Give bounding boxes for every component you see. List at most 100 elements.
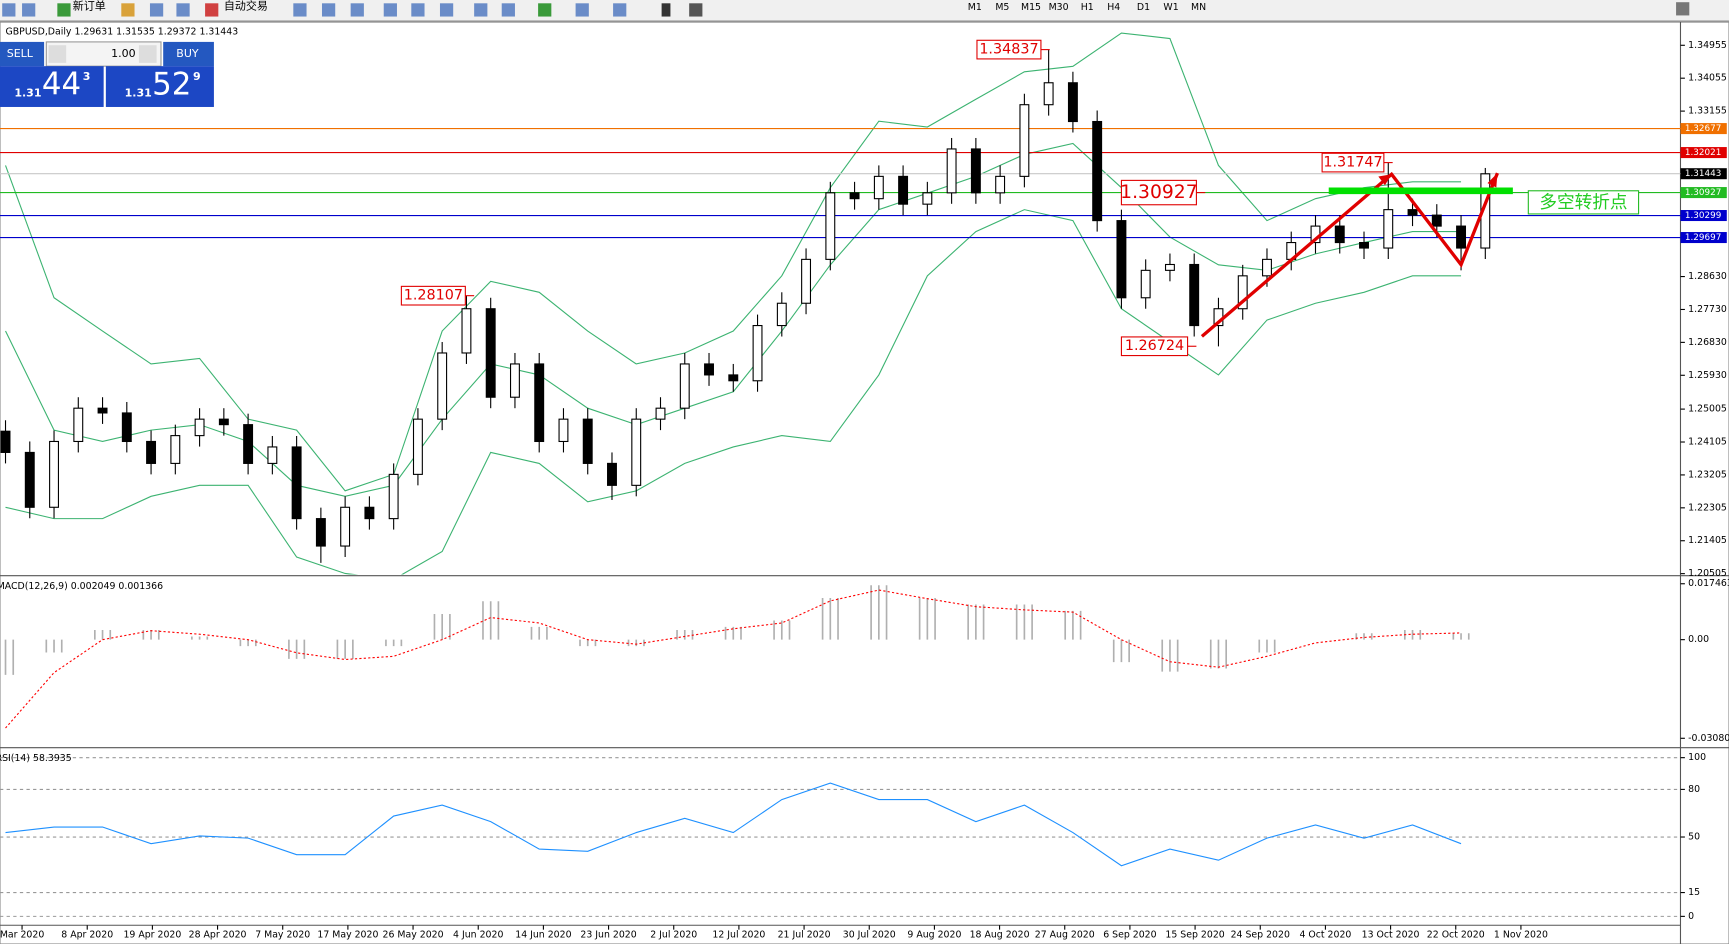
x-tick-label: 22 Oct 2020 bbox=[1427, 930, 1485, 941]
candle-body bbox=[1092, 120, 1103, 222]
y-tick-label: 100 bbox=[1688, 752, 1706, 763]
candle-body bbox=[1237, 275, 1248, 310]
x-tick-label: 13 Oct 2020 bbox=[1362, 930, 1420, 941]
y-tick-label: 0.017463 bbox=[1688, 578, 1729, 589]
candle-body bbox=[1262, 258, 1272, 277]
price-level-label: 1.30299 bbox=[1685, 211, 1721, 221]
y-tick-label: -0.030803 bbox=[1688, 733, 1729, 744]
x-tick-label: 17 May 2020 bbox=[317, 930, 378, 941]
candle-body bbox=[243, 424, 254, 464]
candle-body bbox=[291, 446, 302, 520]
candle-body bbox=[534, 363, 545, 443]
price-annotation: 1.34837 bbox=[979, 42, 1038, 58]
y-tick-label: 50 bbox=[1688, 832, 1700, 843]
y-tick-label: 15 bbox=[1688, 887, 1700, 898]
x-tick-label: 9 Aug 2020 bbox=[907, 930, 961, 941]
candle-body bbox=[1383, 209, 1394, 249]
price-level-tag bbox=[1680, 123, 1727, 135]
sell-price-box[interactable] bbox=[0, 66, 104, 107]
candle-body bbox=[849, 192, 860, 200]
x-tick-label: 27 Aug 2020 bbox=[1035, 930, 1095, 941]
candle-body bbox=[437, 352, 448, 420]
timeframe-button[interactable]: W1 bbox=[1163, 2, 1178, 13]
candle-body bbox=[24, 451, 35, 508]
candle-body bbox=[922, 192, 933, 205]
candle-body bbox=[752, 325, 763, 382]
x-tick-label: 4 Oct 2020 bbox=[1299, 930, 1351, 941]
new-order-button[interactable]: 新订单 bbox=[73, 0, 106, 13]
x-tick-label: 26 May 2020 bbox=[383, 930, 444, 941]
timeframe-button[interactable]: M5 bbox=[995, 2, 1009, 13]
candle-body bbox=[121, 412, 132, 443]
y-tick-label: 1.20505 bbox=[1688, 568, 1727, 579]
macd-title: MACD(12,26,9) 0.002049 0.001366 bbox=[0, 581, 163, 592]
price-level-label: 1.32677 bbox=[1685, 124, 1721, 134]
pivot-box bbox=[1527, 190, 1640, 215]
candle-body bbox=[655, 407, 666, 420]
timeframe-button[interactable]: H4 bbox=[1107, 2, 1120, 13]
rsi-title: RSI(14) 58.3935 bbox=[0, 753, 72, 764]
buy-button[interactable] bbox=[163, 41, 214, 67]
sell-button[interactable] bbox=[0, 41, 45, 67]
axes: 1.34955 1.34055 1.33155 1.28630 1.27730 1.268… bbox=[0, 40, 1729, 941]
candle-body bbox=[218, 418, 229, 426]
y-tick-label: 1.23205 bbox=[1688, 469, 1727, 480]
y-tick-label: 0.00 bbox=[1688, 634, 1709, 645]
bollinger-lower bbox=[5, 209, 1462, 575]
rsi-line bbox=[5, 782, 1462, 867]
timeframe-button[interactable]: H1 bbox=[1081, 2, 1094, 13]
x-tick-label: 18 Aug 2020 bbox=[970, 930, 1030, 941]
buy-price-box[interactable] bbox=[105, 66, 214, 107]
candle-body bbox=[728, 374, 739, 382]
y-tick-label: 1.25930 bbox=[1688, 370, 1727, 381]
candle-body bbox=[558, 418, 569, 443]
y-tick-label: 1.33155 bbox=[1688, 106, 1727, 117]
x-tick-label: 21 Jul 2020 bbox=[778, 930, 831, 941]
candle-body bbox=[412, 418, 423, 475]
timeframe-button[interactable]: D1 bbox=[1137, 2, 1150, 13]
candle-body bbox=[315, 518, 326, 547]
rsi-pane bbox=[0, 757, 1681, 917]
price-level-tag bbox=[1680, 232, 1727, 244]
price-level-label: 1.32021 bbox=[1685, 148, 1721, 158]
x-tick-label: 7 May 2020 bbox=[255, 930, 310, 941]
candle-body bbox=[801, 258, 812, 304]
candle-body bbox=[0, 430, 11, 453]
candle-body bbox=[776, 302, 787, 327]
candle-body bbox=[1407, 209, 1418, 216]
auto-trading-button[interactable]: 自动交易 bbox=[224, 0, 268, 13]
x-tick-label: 28 Apr 2020 bbox=[189, 930, 247, 941]
candle-body bbox=[582, 418, 593, 464]
price-annotation: 1.28107 bbox=[404, 288, 463, 304]
price-annotation: 1.26724 bbox=[1125, 338, 1184, 354]
candle-body bbox=[170, 435, 181, 464]
candle-body bbox=[97, 407, 108, 414]
y-tick-label: 1.25005 bbox=[1688, 404, 1727, 415]
price-level-label: 1.31443 bbox=[1685, 169, 1721, 179]
sell-pips: 44 bbox=[42, 67, 81, 103]
candle-body bbox=[461, 308, 472, 354]
candle-body bbox=[340, 506, 351, 547]
price-level-label: 1.29697 bbox=[1685, 233, 1721, 243]
x-tick-label: 8 Apr 2020 bbox=[61, 930, 113, 941]
x-tick-label: 4 Jun 2020 bbox=[453, 930, 503, 941]
y-tick-label: 80 bbox=[1688, 784, 1700, 795]
candle-body bbox=[704, 363, 714, 376]
buy-big: 1.31 bbox=[125, 87, 152, 100]
candle-body bbox=[1116, 220, 1127, 299]
timeframe-button[interactable]: MN bbox=[1191, 2, 1206, 13]
timeframe-button[interactable]: M30 bbox=[1049, 2, 1069, 13]
buy-frac: 9 bbox=[193, 70, 201, 83]
x-tick-label: Mar 2020 bbox=[0, 930, 44, 941]
toolbar bbox=[0, 0, 1729, 21]
price-pane bbox=[0, 32, 1681, 575]
x-tick-label: 23 Jun 2020 bbox=[580, 930, 636, 941]
y-tick-label: 1.26830 bbox=[1688, 337, 1727, 348]
x-tick-label: 2 Jul 2020 bbox=[650, 930, 697, 941]
timeframe-button[interactable]: M15 bbox=[1021, 2, 1041, 13]
timeframe-button[interactable]: M1 bbox=[968, 2, 982, 13]
candle-body bbox=[1019, 104, 1030, 177]
buy-label: BUY bbox=[176, 47, 199, 60]
candle-body bbox=[1334, 225, 1345, 244]
